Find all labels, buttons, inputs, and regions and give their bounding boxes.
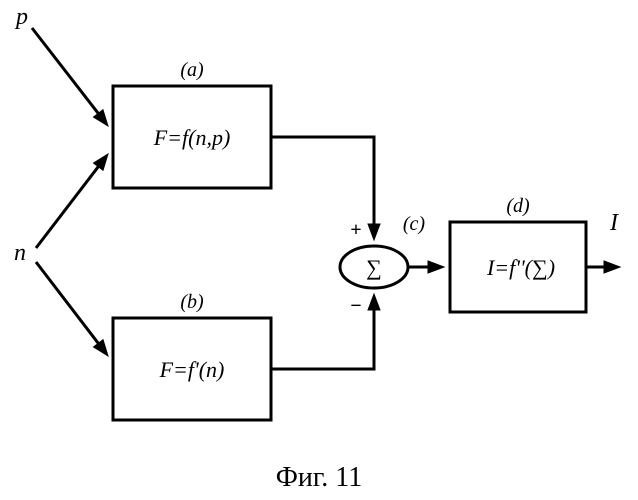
wire-a-to-sum [271, 137, 374, 224]
sum-tag: (c) [403, 213, 426, 235]
wire-n-to-b [36, 262, 98, 343]
input-p-label: p [14, 4, 28, 30]
output-i-label: I [609, 210, 619, 236]
block-b-label: F=f'(n) [159, 357, 225, 382]
block-d-tag: (d) [506, 195, 530, 217]
wire-b-to-sum [271, 310, 374, 369]
input-n-label: n [14, 240, 26, 266]
block-b-tag: (b) [180, 291, 204, 313]
block-a-tag: (a) [180, 59, 204, 81]
block-a-label: F=f(n,p) [153, 125, 231, 150]
wire-n-to-a [36, 167, 98, 248]
figure-caption: Фиг. 11 [276, 462, 362, 493]
block-d-label: I=f''(∑) [486, 255, 555, 280]
wire-p-to-a [32, 28, 98, 113]
sum-symbol: ∑ [366, 255, 382, 280]
sum-minus-sign: − [350, 295, 361, 317]
sum-plus-sign: + [350, 219, 361, 241]
